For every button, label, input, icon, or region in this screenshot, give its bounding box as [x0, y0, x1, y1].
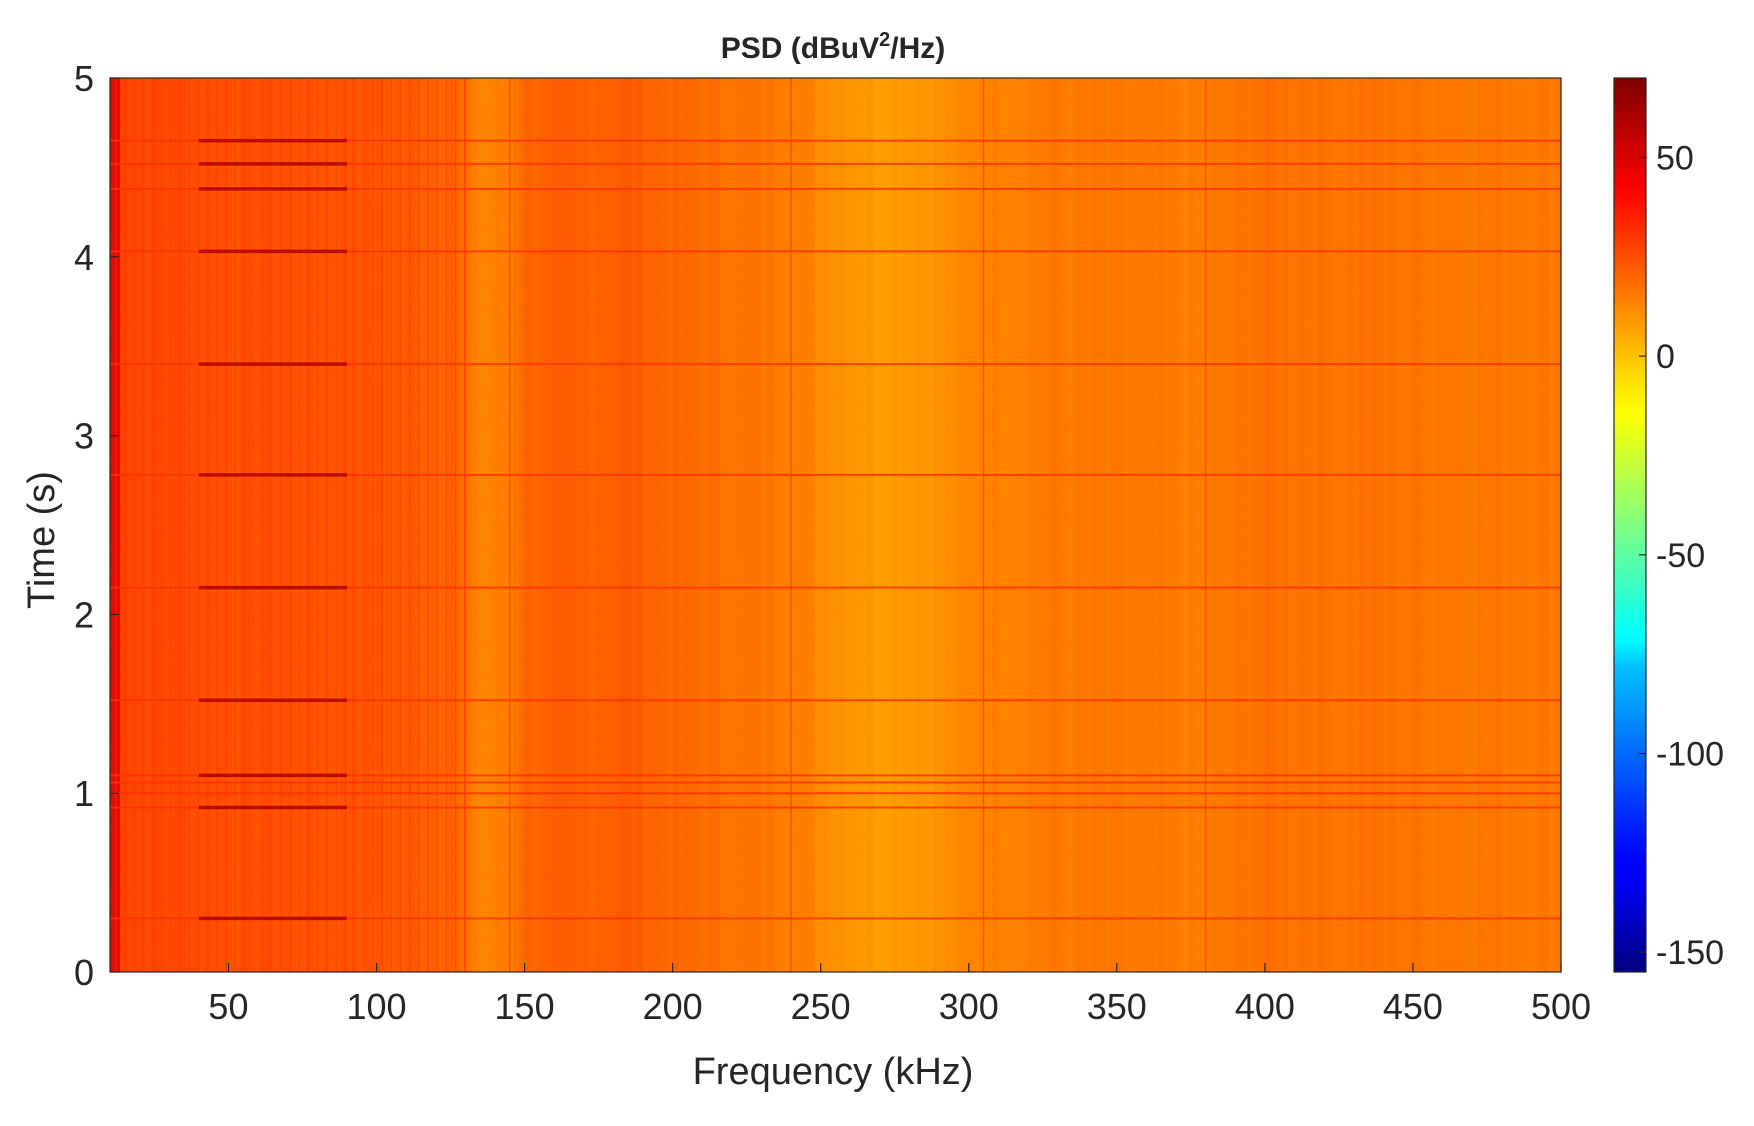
colorbar-tick-label: -50 [1656, 537, 1705, 575]
y-tick-label: 2 [74, 594, 94, 635]
y-tick-label: 1 [74, 773, 94, 814]
x-tick-label: 500 [1531, 986, 1591, 1027]
x-tick-label: 100 [346, 986, 406, 1027]
y-tick-label: 5 [74, 58, 94, 99]
colorbar-tick-label: -100 [1656, 735, 1724, 773]
y-axis-title: Time (s) [21, 471, 63, 609]
x-axis-title: Frequency (kHz) [693, 1051, 974, 1093]
noise-texture [110, 78, 1561, 972]
x-tick-label: 150 [495, 986, 555, 1027]
title-suffix: /Hz) [890, 32, 945, 65]
x-tick-label: 450 [1383, 986, 1443, 1027]
plot-frame [109, 77, 1562, 973]
title-prefix: PSD (dBuV [721, 32, 879, 65]
x-tick-label: 50 [208, 986, 248, 1027]
x-tick-label: 350 [1087, 986, 1147, 1027]
colorbar-tick-label: 0 [1656, 338, 1675, 376]
y-tick-label: 0 [74, 952, 94, 993]
title-superscript: 2 [879, 29, 890, 51]
x-tick-label: 250 [791, 986, 851, 1027]
colorbar: -150 -100 -50 0 50 [1613, 77, 1724, 973]
chart-title: PSD (dBuV2/Hz) [721, 29, 945, 65]
colorbar-tick-label: 50 [1656, 139, 1694, 177]
noise-overlay [110, 78, 1561, 972]
x-tick-label: 200 [643, 986, 703, 1027]
y-tick-label: 3 [74, 416, 94, 457]
colorbar-tick-label: -150 [1656, 934, 1724, 972]
x-tick-label: 300 [939, 986, 999, 1027]
colorbar-gradient [1613, 77, 1647, 973]
axes: 50 100 150 200 250 300 350 400 450 500 0 1 2 3 4 5 [74, 58, 1591, 1027]
x-tick-label: 400 [1235, 986, 1295, 1027]
y-tick-label: 4 [74, 237, 94, 278]
